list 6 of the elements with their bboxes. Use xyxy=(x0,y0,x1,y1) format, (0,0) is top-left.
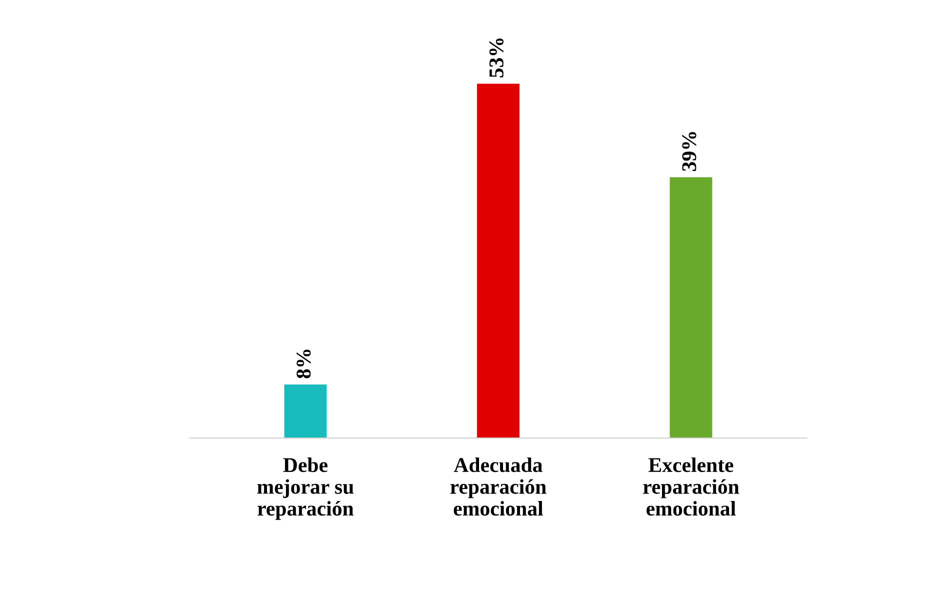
data-label: 53% xyxy=(489,38,504,78)
x-tick-label: Excelente reparación emocional xyxy=(643,457,740,516)
x-tick-label: Adecuada reparación emocional xyxy=(450,457,546,516)
data-label: 39% xyxy=(682,132,696,171)
data-label: 8% xyxy=(296,350,311,378)
x-tick-label: Debe mejorar su reparación xyxy=(257,457,354,520)
